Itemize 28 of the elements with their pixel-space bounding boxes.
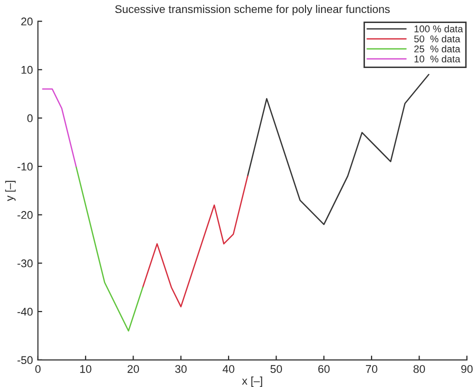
x-tick-label: 30	[175, 365, 187, 373]
y-tick-label: -20	[17, 211, 33, 219]
x-tick-label: 70	[366, 365, 378, 373]
y-tick-label: 0	[27, 114, 33, 122]
line-series	[142, 175, 248, 308]
y-tick-label: 10	[22, 66, 33, 74]
y-tick-label: 20	[21, 18, 33, 26]
legend-label: 25 % data	[414, 45, 460, 52]
x-axis-title: x [–]	[242, 376, 262, 387]
x-tick-label: 40	[222, 365, 234, 373]
line-series	[75, 166, 144, 332]
line-series	[247, 74, 430, 226]
x-tick-label: 90	[461, 365, 473, 373]
legend-label: 50 % data	[414, 35, 460, 42]
y-axis-title: y [–]	[5, 180, 16, 202]
y-tick-label: -30	[17, 259, 33, 268]
x-tick-label: 50	[270, 365, 282, 373]
x-tick-label: 0	[35, 365, 41, 373]
y-tick-label: -40	[17, 308, 33, 316]
chart-title: Sucessive transmission scheme for poly linear functions	[115, 4, 390, 16]
y-tick-label: -50	[17, 356, 33, 364]
y-tick-label: -10	[17, 162, 33, 171]
x-tick-label: 20	[128, 365, 139, 373]
legend-label: 10 % data	[414, 55, 460, 62]
legend-label: 100 % data	[414, 25, 464, 32]
x-tick-label: 10	[80, 365, 92, 373]
x-tick-label: 80	[414, 365, 425, 373]
x-tick-label: 60	[318, 365, 330, 373]
